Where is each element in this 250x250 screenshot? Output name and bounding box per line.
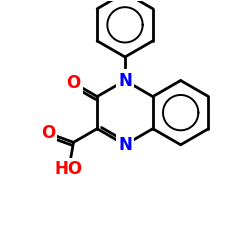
Text: N: N bbox=[118, 72, 132, 90]
Text: O: O bbox=[66, 74, 81, 92]
Text: O: O bbox=[41, 124, 55, 142]
Text: HO: HO bbox=[55, 160, 83, 178]
Text: N: N bbox=[118, 136, 132, 154]
